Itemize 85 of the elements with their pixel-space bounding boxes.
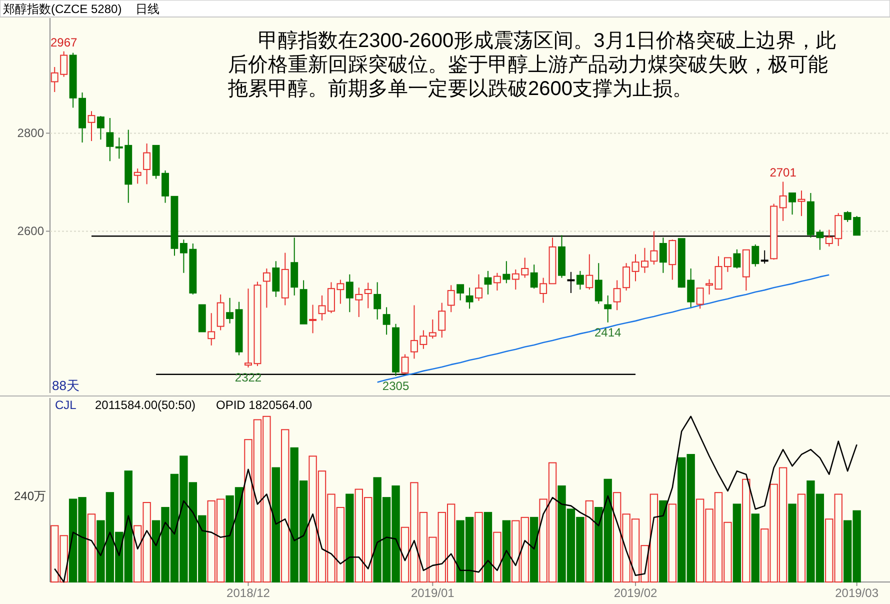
candlestick (309, 304, 317, 334)
candlestick (779, 181, 787, 222)
candlestick (143, 142, 151, 185)
candlestick (346, 274, 354, 313)
annotation: 88天 (52, 378, 80, 393)
x-tick-label: 2019/03 (835, 586, 879, 600)
text: OPID 1820564.00 (216, 398, 312, 412)
annotation: 2967 (50, 35, 78, 50)
candlestick (706, 278, 713, 295)
candlestick (447, 284, 455, 313)
bar (732, 504, 742, 582)
candlestick (788, 192, 796, 216)
x-tick-label: 2018/12 (226, 586, 270, 600)
bar (797, 494, 806, 582)
bar (493, 532, 502, 582)
candlestick (724, 257, 732, 272)
candlestick (106, 118, 114, 162)
candlestick (586, 254, 594, 290)
candlestick (355, 287, 363, 318)
candlestick (622, 262, 630, 292)
text: CJL (55, 398, 77, 412)
bar (742, 478, 750, 582)
chart-title: 郑醇指数(CZCE 5280) (3, 2, 122, 16)
text: 2011584.00(50:50) (95, 398, 196, 412)
text: 日线 (136, 2, 160, 16)
candlestick (576, 270, 584, 290)
annotation: 2414 (594, 325, 622, 340)
candlestick (632, 254, 640, 282)
candlestick (134, 168, 142, 184)
annotation: 甲醇指数在2300-2600形成震荡区间。3月1日价格突破上边界，此后价格重新回踩突破位。鉴于甲醇上游产品动力煤突破失败，极可能拖累甲醇。前期多单一定要以跌破2600支撑为止损。 (227, 30, 836, 100)
candlestick (438, 302, 446, 338)
candlestick (604, 294, 612, 323)
candlestick (208, 312, 216, 346)
candlestick (262, 268, 270, 308)
bar (281, 429, 290, 582)
candlestick (594, 262, 602, 304)
candlestick (659, 237, 667, 274)
candlestick (714, 256, 722, 290)
annotation: 2305 (382, 378, 410, 393)
candlestick (272, 260, 280, 298)
candlestick (401, 354, 409, 374)
candlestick (364, 282, 372, 309)
candlestick (88, 110, 96, 142)
candlestick (382, 306, 390, 336)
x-tick-label: 2019/01 (410, 586, 455, 600)
bar (659, 500, 668, 582)
candlestick (530, 264, 538, 290)
candlestick (484, 270, 492, 295)
bar (668, 504, 676, 582)
candlestick (428, 318, 436, 340)
text: 240万 (14, 489, 46, 503)
candlestick (760, 250, 768, 264)
y-tick-label: 2800 (17, 126, 44, 140)
candlestick (613, 280, 621, 311)
bar (484, 512, 492, 582)
x-tick-label: 2019/02 (614, 586, 658, 600)
bar (87, 514, 96, 582)
candlestick (96, 116, 104, 140)
candlestick (752, 244, 760, 268)
annotation: 2701 (770, 166, 797, 180)
bar (346, 494, 354, 582)
candlestick (798, 190, 806, 217)
candlestick (226, 297, 234, 324)
bar (272, 467, 280, 582)
candlestick (318, 294, 326, 321)
annotation: 2322 (234, 370, 262, 385)
candlestick (466, 287, 474, 310)
y-tick-label: 2600 (17, 224, 44, 238)
candlestick (540, 277, 548, 304)
bar (751, 514, 760, 582)
candlestick (475, 274, 482, 302)
bar (788, 504, 796, 582)
candlestick (733, 248, 741, 269)
bar (585, 500, 594, 582)
bar (474, 512, 483, 582)
bar (502, 520, 511, 582)
candlestick (374, 282, 382, 320)
candlestick (456, 284, 464, 301)
candlestick (567, 271, 575, 294)
candlestick (502, 260, 510, 284)
candlestick (216, 294, 224, 331)
bar (530, 516, 538, 582)
candlestick (493, 272, 501, 292)
candlestick (696, 288, 704, 310)
line-series (376, 274, 830, 383)
